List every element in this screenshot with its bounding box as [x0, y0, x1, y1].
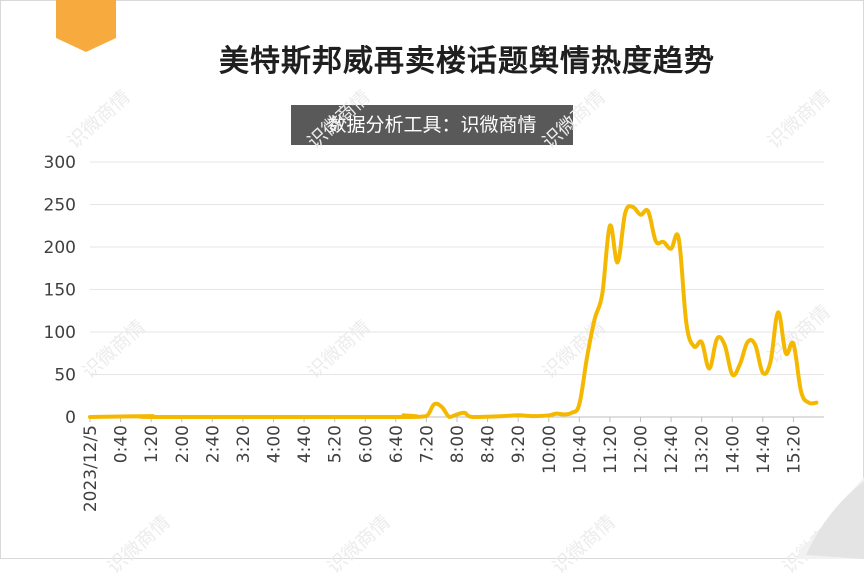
x-tick-label: 6:40	[387, 425, 407, 463]
x-tick-label: 14:00	[723, 425, 743, 474]
page-curl-flap	[806, 481, 864, 559]
x-tick-label: 12:00	[632, 425, 652, 474]
x-tick-label: 4:00	[265, 425, 285, 463]
page-curl-decoration	[794, 477, 864, 559]
corner-ribbon-badge	[56, 0, 116, 52]
x-tick-label: 8:00	[448, 425, 468, 463]
series-line	[88, 204, 819, 420]
y-tick-label: 100	[44, 323, 76, 343]
y-tick-label: 200	[44, 238, 76, 258]
x-tick-label: 0:40	[112, 425, 132, 463]
x-tick-label: 8:40	[479, 425, 499, 463]
ribbon-shape	[56, 0, 116, 52]
chart-title: 美特斯邦威再卖楼话题舆情热度趋势	[219, 44, 715, 79]
x-tick-label: 1:20	[142, 425, 162, 463]
y-tick-label: 150	[44, 281, 76, 301]
x-tick-label: 2:40	[203, 425, 223, 463]
x-tick-label: 5:20	[326, 425, 346, 463]
x-tick-label: 2023/12/5	[81, 425, 101, 512]
x-tick-label: 6:00	[356, 425, 376, 463]
x-tick-label: 15:20	[784, 425, 804, 474]
x-tick-label: 11:20	[601, 425, 621, 474]
x-tick-label: 10:00	[540, 425, 560, 474]
x-tick-label: 7:20	[417, 425, 437, 463]
x-tick-label: 10:40	[570, 425, 590, 474]
x-tick-label: 9:20	[509, 425, 529, 463]
y-tick-label: 50	[54, 366, 76, 386]
x-tick-label: 3:20	[234, 425, 254, 463]
y-tick-label: 300	[44, 153, 76, 173]
line-chart: 0 50 100 150 200 250 300 2023/12/5 0:40 1:20 2:00 2…	[44, 153, 824, 512]
chart-card	[0, 0, 864, 559]
x-tick-label: 13:20	[693, 425, 713, 474]
x-tick-label: 4:40	[295, 425, 315, 463]
y-tick-label: 250	[44, 196, 76, 216]
source-label: 数据分析工具：识微商情	[291, 105, 573, 145]
x-tick-label: 14:40	[754, 425, 774, 474]
x-tick-label: 12:40	[662, 425, 682, 474]
x-tick-label: 2:00	[173, 425, 193, 463]
y-tick-label: 0	[65, 408, 76, 428]
